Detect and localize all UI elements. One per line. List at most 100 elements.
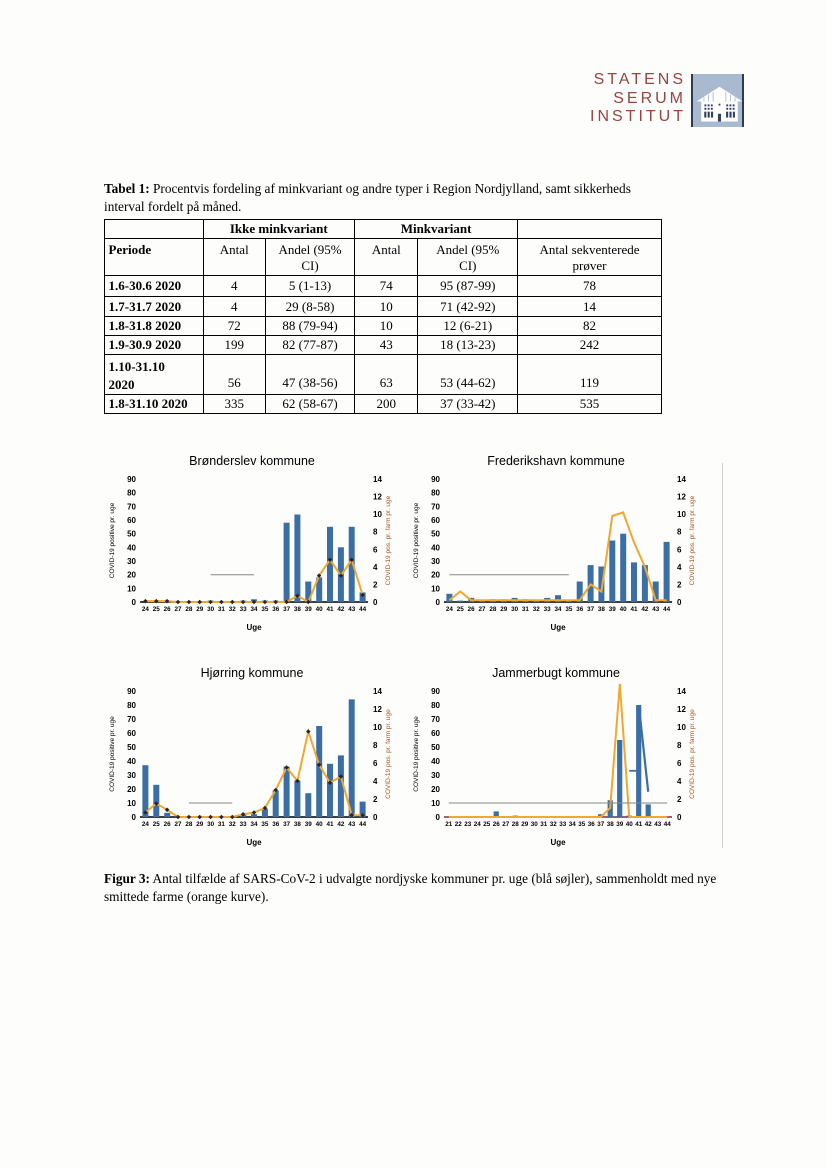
svg-text:25: 25 xyxy=(153,606,161,613)
svg-text:70: 70 xyxy=(127,715,136,724)
svg-text:60: 60 xyxy=(431,516,440,525)
svg-text:Brønderslev kommune: Brønderslev kommune xyxy=(189,454,315,468)
svg-text:35: 35 xyxy=(565,606,573,613)
svg-text:40: 40 xyxy=(316,821,324,828)
svg-text:34: 34 xyxy=(569,821,577,828)
svg-text:21: 21 xyxy=(445,821,453,828)
svg-text:26: 26 xyxy=(164,606,172,613)
svg-text:10: 10 xyxy=(127,799,136,808)
svg-text:38: 38 xyxy=(294,606,302,613)
svg-text:36: 36 xyxy=(576,606,584,613)
svg-text:37: 37 xyxy=(283,821,291,828)
svg-text:34: 34 xyxy=(250,821,258,828)
svg-text:20: 20 xyxy=(431,571,440,580)
svg-text:37: 37 xyxy=(283,606,291,613)
svg-text:10: 10 xyxy=(677,510,686,519)
svg-text:10: 10 xyxy=(373,723,382,732)
svg-text:10: 10 xyxy=(373,510,382,519)
svg-text:43: 43 xyxy=(654,821,662,828)
svg-text:0: 0 xyxy=(373,598,378,607)
svg-text:4: 4 xyxy=(373,563,378,572)
svg-text:29: 29 xyxy=(196,606,204,613)
svg-text:70: 70 xyxy=(431,715,440,724)
svg-text:44: 44 xyxy=(359,821,367,828)
svg-text:43: 43 xyxy=(348,821,356,828)
svg-text:80: 80 xyxy=(431,489,440,498)
svg-text:90: 90 xyxy=(431,687,440,696)
svg-text:37: 37 xyxy=(587,606,595,613)
svg-text:42: 42 xyxy=(337,606,345,613)
svg-text:50: 50 xyxy=(431,743,440,752)
svg-text:COVID-19 positive pr. uge: COVID-19 positive pr. uge xyxy=(109,716,116,792)
svg-text:0: 0 xyxy=(373,813,378,822)
svg-text:34: 34 xyxy=(554,606,562,613)
svg-text:28: 28 xyxy=(185,821,193,828)
svg-text:10: 10 xyxy=(127,584,136,593)
svg-text:12: 12 xyxy=(677,705,686,714)
svg-text:38: 38 xyxy=(294,821,302,828)
svg-text:26: 26 xyxy=(468,606,476,613)
svg-text:70: 70 xyxy=(127,502,136,511)
svg-text:27: 27 xyxy=(478,606,486,613)
svg-text:30: 30 xyxy=(207,821,215,828)
svg-text:COVID-19 positive pr. uge: COVID-19 positive pr. uge xyxy=(109,502,116,578)
svg-text:42: 42 xyxy=(645,821,653,828)
svg-text:Hjørring kommune: Hjørring kommune xyxy=(201,666,304,680)
svg-text:Jammerbugt kommune: Jammerbugt kommune xyxy=(492,666,620,680)
svg-text:10: 10 xyxy=(677,723,686,732)
svg-text:31: 31 xyxy=(522,606,530,613)
svg-text:35: 35 xyxy=(578,821,586,828)
svg-text:31: 31 xyxy=(218,606,226,613)
svg-text:37: 37 xyxy=(597,821,605,828)
svg-text:36: 36 xyxy=(272,821,280,828)
svg-text:29: 29 xyxy=(196,821,204,828)
svg-text:40: 40 xyxy=(626,821,634,828)
svg-text:25: 25 xyxy=(483,821,491,828)
svg-text:41: 41 xyxy=(635,821,643,828)
svg-text:27: 27 xyxy=(174,606,182,613)
svg-text:COVID-19 pos. pr. farm pr. uge: COVID-19 pos. pr. farm pr. uge xyxy=(689,495,696,585)
svg-text:20: 20 xyxy=(127,571,136,580)
svg-text:14: 14 xyxy=(677,475,686,484)
svg-text:8: 8 xyxy=(677,741,682,750)
svg-text:8: 8 xyxy=(373,528,378,537)
svg-text:42: 42 xyxy=(641,606,649,613)
svg-text:0: 0 xyxy=(677,813,682,822)
svg-text:Uge: Uge xyxy=(246,838,262,847)
svg-text:8: 8 xyxy=(373,741,378,750)
svg-text:0: 0 xyxy=(436,598,441,607)
svg-text:22: 22 xyxy=(455,821,463,828)
svg-text:32: 32 xyxy=(229,821,237,828)
svg-text:40: 40 xyxy=(127,543,136,552)
svg-text:20: 20 xyxy=(127,785,136,794)
svg-text:6: 6 xyxy=(373,759,378,768)
svg-text:43: 43 xyxy=(652,606,660,613)
svg-text:28: 28 xyxy=(512,821,520,828)
svg-text:28: 28 xyxy=(489,606,497,613)
svg-text:40: 40 xyxy=(316,606,324,613)
svg-text:14: 14 xyxy=(373,687,382,696)
svg-text:0: 0 xyxy=(677,598,682,607)
svg-text:60: 60 xyxy=(127,516,136,525)
svg-text:32: 32 xyxy=(550,821,558,828)
svg-text:40: 40 xyxy=(431,757,440,766)
svg-text:50: 50 xyxy=(431,530,440,539)
svg-text:80: 80 xyxy=(431,701,440,710)
svg-text:40: 40 xyxy=(431,543,440,552)
svg-text:30: 30 xyxy=(431,557,440,566)
svg-text:8: 8 xyxy=(677,528,682,537)
svg-text:44: 44 xyxy=(359,606,367,613)
svg-text:10: 10 xyxy=(431,584,440,593)
svg-text:35: 35 xyxy=(261,606,269,613)
svg-text:2: 2 xyxy=(677,795,682,804)
svg-text:28: 28 xyxy=(185,606,193,613)
svg-text:41: 41 xyxy=(630,606,638,613)
svg-text:90: 90 xyxy=(127,475,136,484)
svg-text:Uge: Uge xyxy=(550,838,566,847)
svg-text:33: 33 xyxy=(240,821,248,828)
svg-text:43: 43 xyxy=(348,606,356,613)
svg-text:24: 24 xyxy=(446,606,454,613)
svg-text:4: 4 xyxy=(677,777,682,786)
svg-text:39: 39 xyxy=(616,821,624,828)
svg-text:23: 23 xyxy=(464,821,472,828)
